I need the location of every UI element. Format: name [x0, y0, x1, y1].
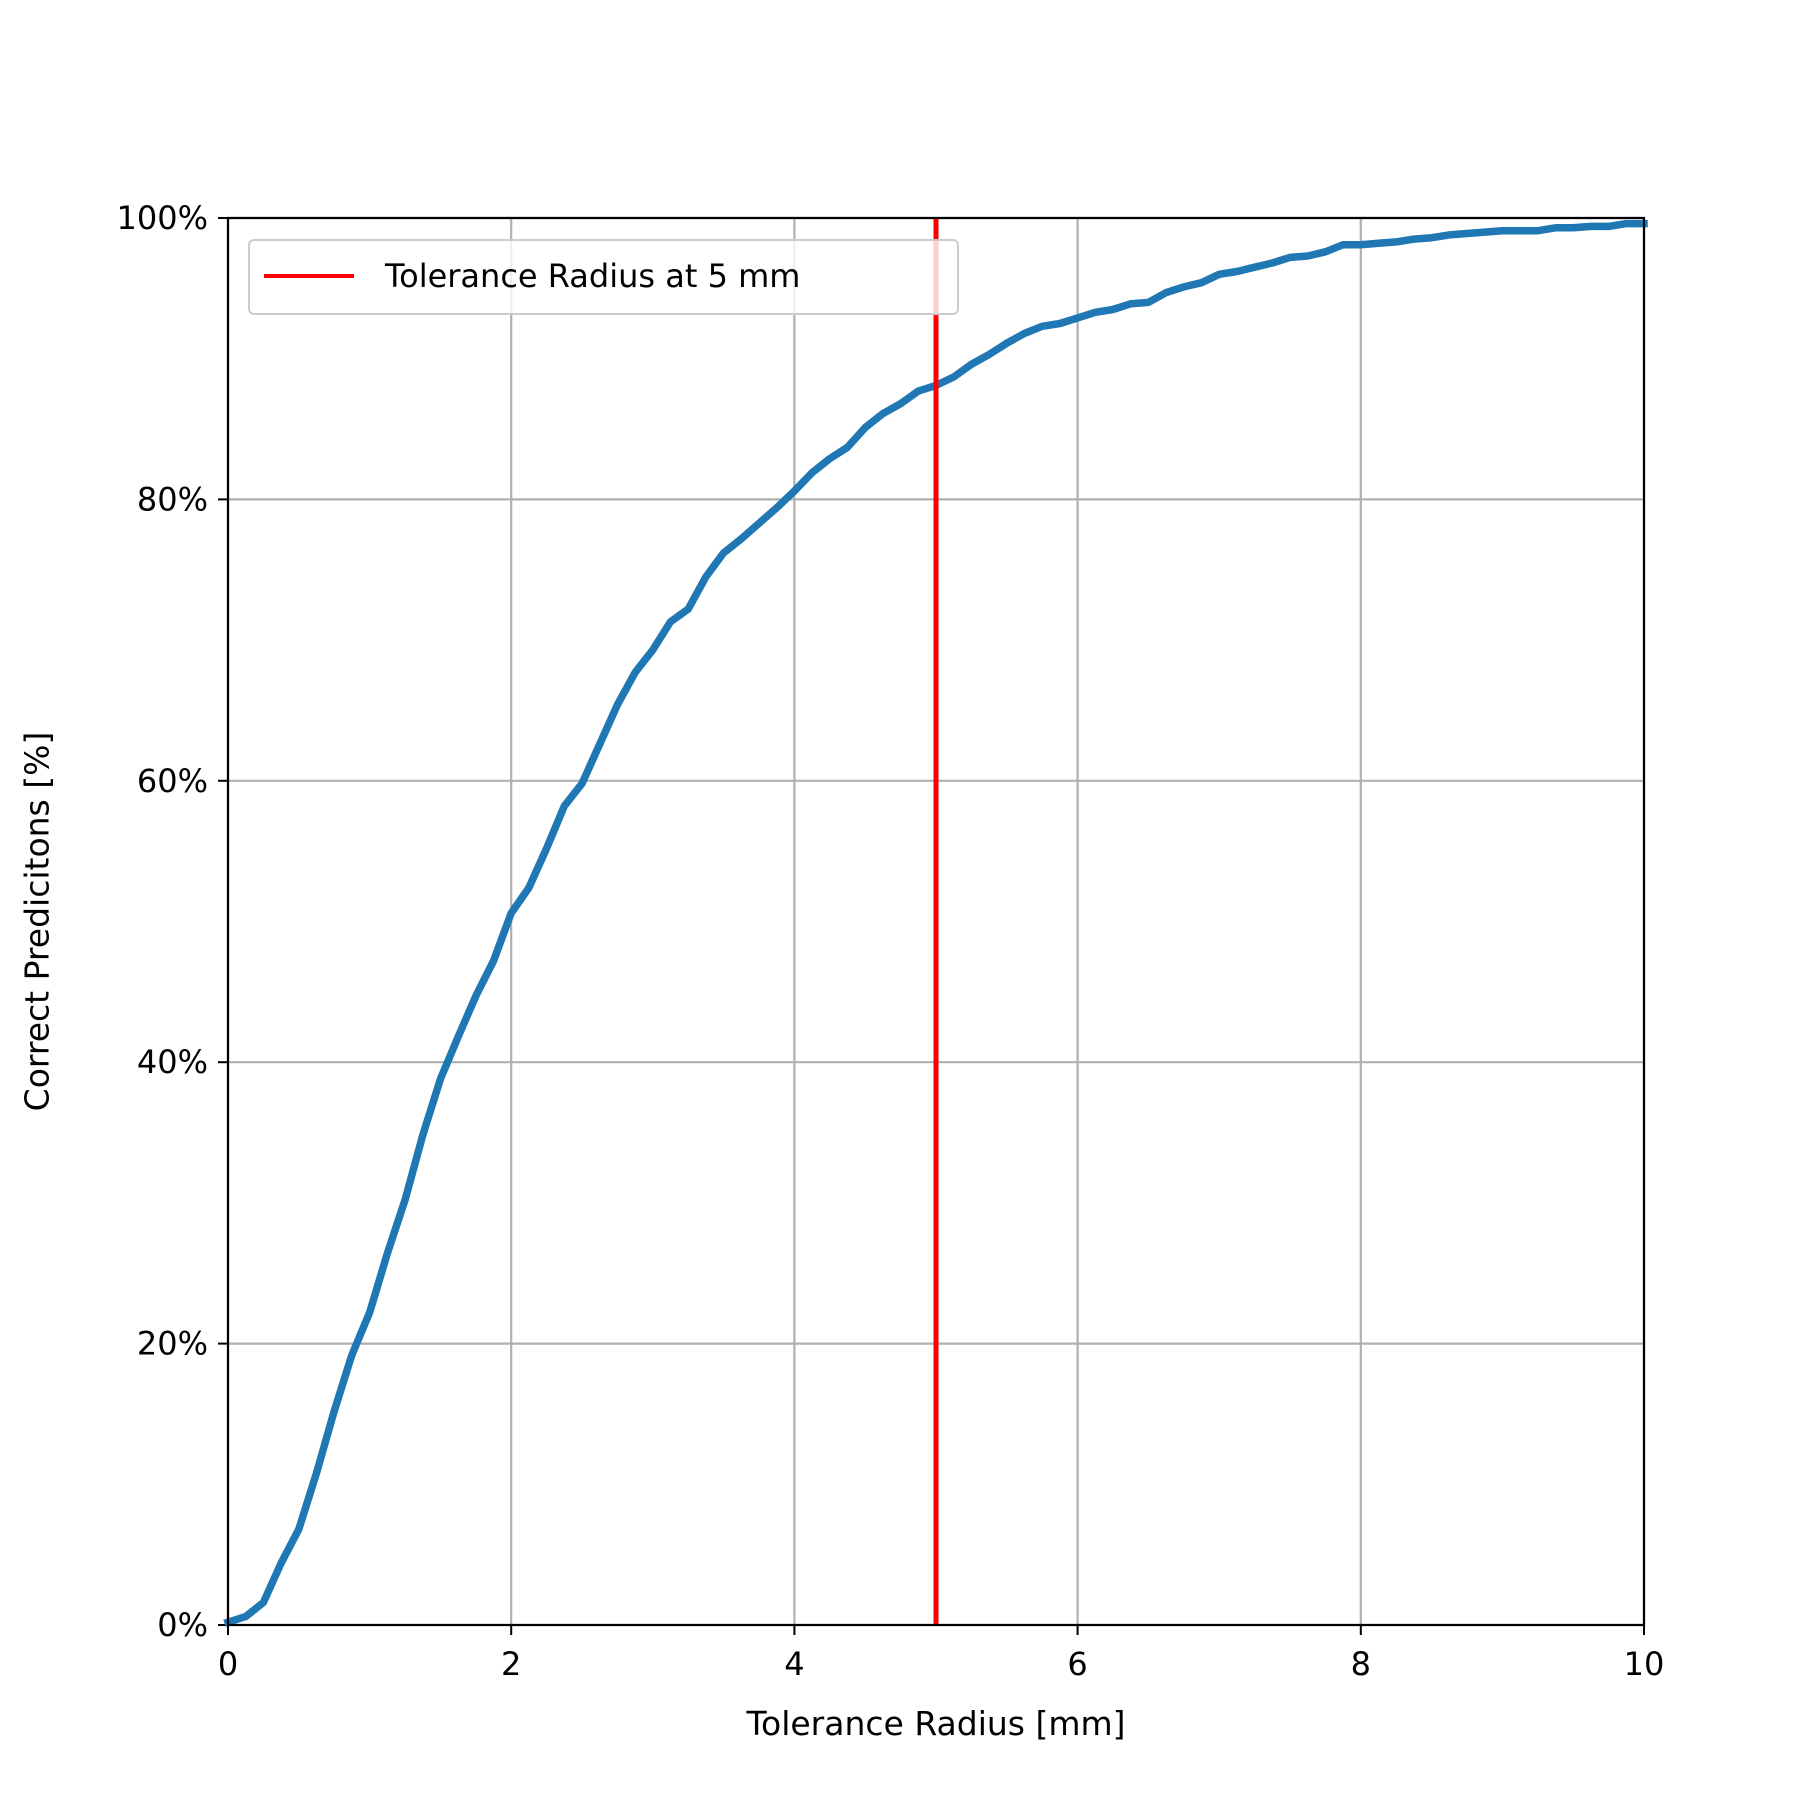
y-tick-label: 80% — [137, 480, 208, 518]
x-tick-label: 4 — [784, 1645, 804, 1683]
x-axis-ticks: 0 2 4 6 8 10 — [218, 1625, 1665, 1683]
legend-box — [248, 239, 959, 315]
y-axis-label: Correct Predicitons [%] — [18, 732, 57, 1112]
legend: Tolerance Radius at 5 mm — [248, 239, 959, 315]
x-tick-label: 8 — [1351, 1645, 1371, 1683]
legend-label: Tolerance Radius at 5 mm — [384, 257, 800, 295]
x-axis-label: Tolerance Radius [mm] — [745, 1704, 1125, 1743]
x-tick-label: 0 — [218, 1645, 238, 1683]
y-tick-label: 20% — [137, 1325, 208, 1363]
y-tick-label: 60% — [137, 762, 208, 800]
x-tick-label: 2 — [501, 1645, 521, 1683]
x-tick-label: 10 — [1624, 1645, 1665, 1683]
plot-frame — [226, 216, 1646, 1627]
y-tick-label: 100% — [117, 199, 208, 237]
y-tick-label: 0% — [157, 1606, 208, 1644]
y-axis-ticks: 0% 20% 40% 60% 80% 100% — [117, 199, 228, 1644]
y-tick-label: 40% — [137, 1043, 208, 1081]
x-tick-label: 6 — [1067, 1645, 1087, 1683]
